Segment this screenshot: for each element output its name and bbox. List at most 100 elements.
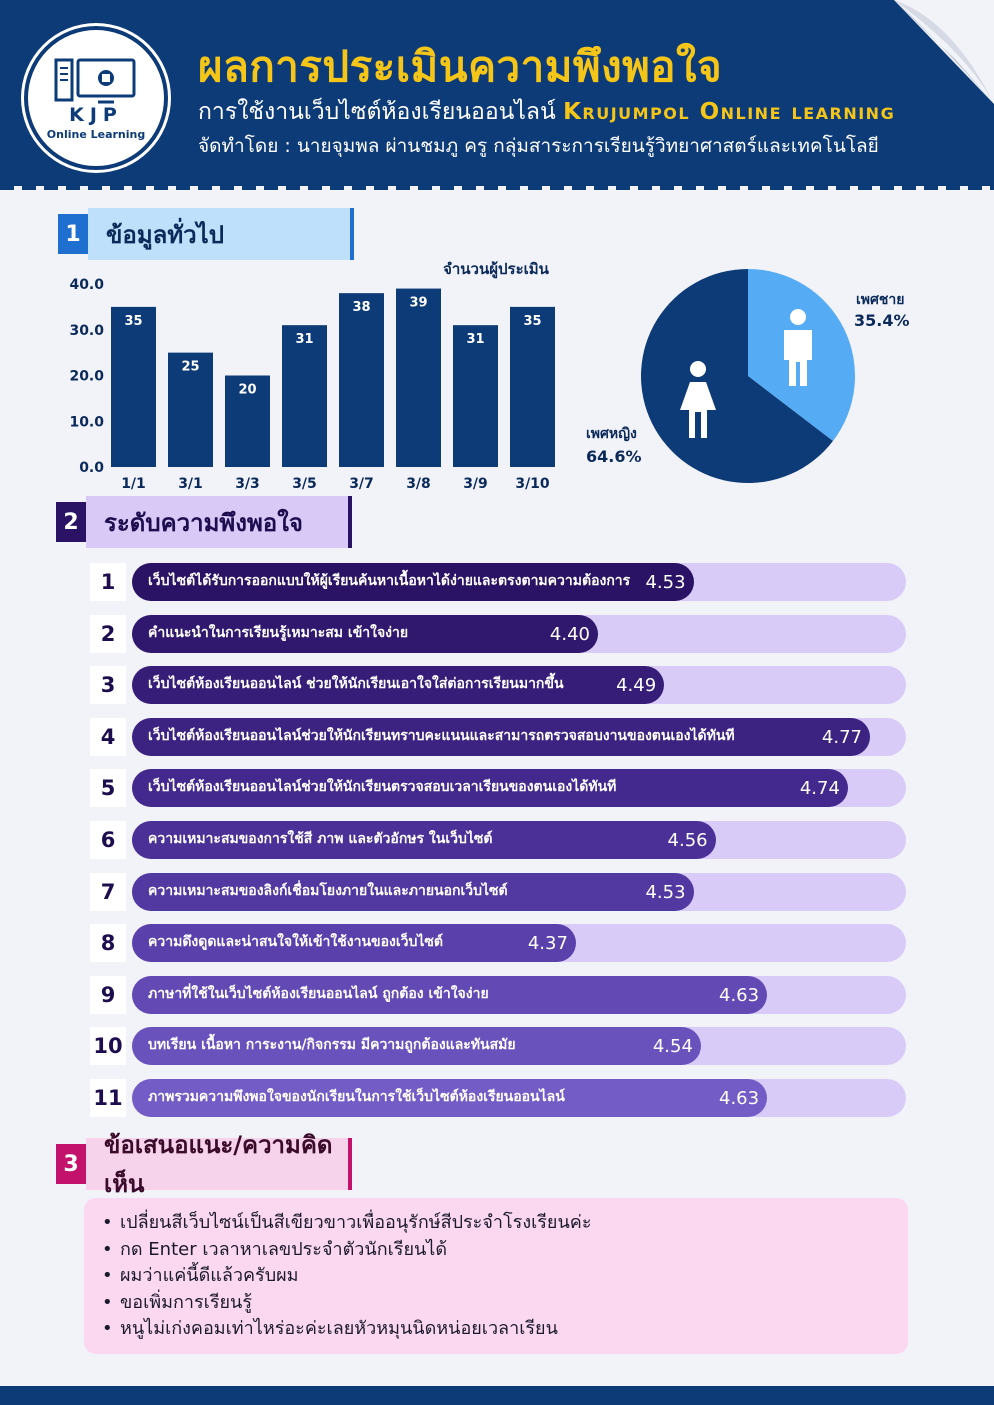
rating-bar bbox=[132, 563, 694, 601]
rating-number: 11 bbox=[90, 1079, 126, 1117]
footer-bar bbox=[0, 1386, 994, 1405]
kjp-logo: KJP Online Learning bbox=[24, 26, 168, 170]
page-title: ผลการประเมินความพึงพอใจ bbox=[198, 42, 723, 91]
x-tick-label: 1/1 bbox=[121, 476, 146, 492]
bar-value-label: 31 bbox=[466, 332, 484, 347]
rating-value: 4.49 bbox=[616, 675, 657, 697]
rating-label: ความเหมาะสมของลิงก์เชื่อมโยงภายในและภายน… bbox=[148, 882, 508, 899]
x-tick-label: 3/8 bbox=[406, 476, 431, 492]
gender-pie-chart: เพศชาย 35.4% เพศหญิง 64.6% bbox=[586, 269, 910, 483]
bar-value-label: 35 bbox=[523, 314, 541, 329]
rating-number: 2 bbox=[90, 614, 126, 653]
rating-label: ภาษาที่ใช้ในเว็บไซต์ห้องเรียนออนไลน์ ถูก… bbox=[148, 985, 489, 1002]
x-tick-label: 3/9 bbox=[463, 476, 488, 492]
y-tick-label: 0.0 bbox=[79, 460, 104, 476]
section-number: 2 bbox=[56, 502, 86, 542]
rating-row: 5 เว็บไซต์ห้องเรียนออนไลน์ช่วยให้นักเรียน… bbox=[90, 769, 906, 808]
author-byline: จัดทำโดย : นายจุมพล ผ่านชมภู ครู กลุ่มสา… bbox=[198, 135, 879, 157]
rating-value: 4.74 bbox=[799, 778, 840, 800]
y-tick-label: 30.0 bbox=[69, 323, 104, 339]
rating-label: เว็บไซต์ห้องเรียนออนไลน์ช่วยให้นักเรียนต… bbox=[148, 779, 617, 796]
header-dashed-divider bbox=[0, 186, 994, 190]
bar-1-1 bbox=[111, 306, 156, 467]
page-curl-decoration bbox=[894, 0, 994, 104]
rating-bar bbox=[132, 1027, 701, 1066]
section-label: ระดับความพึงพอใจ bbox=[86, 496, 352, 548]
rating-row: 9 ภาษาที่ใช้ในเว็บไซต์ห้องเรียนออนไลน์ ถู… bbox=[90, 975, 906, 1014]
section-general-info-header: 1 ข้อมูลทั่วไป bbox=[58, 208, 354, 260]
pie-label-male: เพศชาย bbox=[856, 292, 904, 308]
bar-value-label: 31 bbox=[295, 332, 313, 347]
bar-value-label: 20 bbox=[238, 383, 256, 398]
male-icon bbox=[784, 309, 812, 386]
rating-row: 1 เว็บไซต์ได้รับการออกแบบให้ผู้เรียนค้นหา… bbox=[90, 563, 906, 601]
section-label: ข้อมูลทั่วไป bbox=[88, 208, 354, 260]
rating-number: 6 bbox=[90, 821, 126, 859]
rating-label: เว็บไซต์ห้องเรียนออนไลน์ช่วยให้นักเรียนท… bbox=[148, 727, 735, 744]
computer-icon bbox=[54, 58, 136, 104]
comment-item: ขอเพิ่มการเรียนรู้ bbox=[96, 1290, 888, 1317]
bar-3-9 bbox=[453, 325, 498, 467]
bar-3-8 bbox=[396, 288, 441, 467]
section-label: ข้อเสนอแนะ/ความคิดเห็น bbox=[86, 1131, 352, 1198]
rating-label: ภาพรวมความพึงพอใจของนักเรียนในการใช้เว็บ… bbox=[148, 1089, 565, 1105]
assessor-count-bar-chart: จำนวนผู้ประเมิน 0.0 10.0 20.0 30.0 40.0 35 1/1 2… bbox=[69, 260, 555, 492]
rating-bar bbox=[132, 924, 576, 963]
section-comments-header: 3 ข้อเสนอแนะ/ความคิดเห็น bbox=[56, 1131, 352, 1198]
x-tick-label: 3/1 bbox=[178, 476, 203, 492]
subtitle-thai: การใช้งานเว็บไซต์ห้องเรียนออนไลน์ bbox=[198, 99, 556, 125]
pie-pct-male: 35.4% bbox=[854, 311, 910, 330]
comment-item: ผมว่าแค่นี้ดีแล้วครับผม bbox=[96, 1263, 888, 1290]
rating-row: 11 ภาพรวมความพึงพอใจของนักเรียนในการใช้เว… bbox=[90, 1079, 906, 1117]
rating-number: 3 bbox=[90, 666, 126, 705]
y-tick-label: 40.0 bbox=[69, 277, 104, 293]
logo-subtext: Online Learning bbox=[46, 128, 146, 141]
rating-row: 7 ความเหมาะสมของลิงก์เชื่อมโยงภายในและภาย… bbox=[90, 872, 906, 911]
rating-label: ความดึงดูดและน่าสนใจให้เข้าใช้งานของเว็บ… bbox=[148, 934, 444, 951]
rating-number: 4 bbox=[90, 717, 126, 756]
rating-number: 9 bbox=[90, 975, 126, 1014]
section-number: 1 bbox=[58, 214, 88, 254]
rating-row: 3 เว็บไซต์ห้องเรียนออนไลน์ ช่วยให้นักเรีย… bbox=[90, 666, 906, 705]
rating-bar bbox=[132, 872, 694, 911]
rating-label: เว็บไซต์ได้รับการออกแบบให้ผู้เรียนค้นหาเ… bbox=[148, 573, 631, 589]
rating-value: 4.63 bbox=[719, 1088, 760, 1109]
rating-label: เว็บไซต์ห้องเรียนออนไลน์ ช่วยให้นักเรียน… bbox=[148, 676, 564, 693]
bar-value-label: 39 bbox=[409, 296, 427, 311]
bar-3-7 bbox=[339, 293, 384, 467]
rating-value: 4.37 bbox=[527, 933, 568, 955]
bar-3-1 bbox=[168, 352, 213, 467]
rating-bar bbox=[132, 1079, 768, 1117]
rating-value: 4.77 bbox=[821, 726, 862, 748]
rating-value: 4.53 bbox=[645, 881, 686, 903]
rating-number: 10 bbox=[90, 1027, 126, 1066]
chart-title: จำนวนผู้ประเมิน bbox=[443, 260, 550, 279]
comment-item: เปลี่ยนสีเว็บไซน์เป็นสีเขียวขาวเพื่ออนุร… bbox=[96, 1210, 888, 1237]
female-icon bbox=[680, 361, 716, 438]
y-tick-label: 20.0 bbox=[69, 369, 104, 385]
pie-slice-female bbox=[641, 269, 833, 483]
rating-value: 4.63 bbox=[719, 984, 760, 1006]
x-tick-label: 3/10 bbox=[515, 476, 550, 492]
rating-row: 4 เว็บไซต์ห้องเรียนออนไลน์ช่วยให้นักเรียน… bbox=[90, 717, 906, 756]
logo-text: KJP bbox=[69, 104, 123, 126]
y-tick-label: 10.0 bbox=[69, 414, 104, 430]
bar-3-5 bbox=[282, 325, 327, 467]
comments-box: เปลี่ยนสีเว็บไซน์เป็นสีเขียวขาวเพื่ออนุร… bbox=[84, 1198, 908, 1354]
rating-bar bbox=[132, 666, 665, 705]
bar-value-label: 35 bbox=[124, 314, 142, 329]
x-tick-label: 3/3 bbox=[235, 476, 260, 492]
rating-value: 4.53 bbox=[645, 572, 686, 593]
rating-label: ความเหมาะสมของการใช้สี ภาพ และตัวอักษร ใ… bbox=[148, 831, 493, 847]
rating-bar bbox=[132, 614, 598, 653]
rating-bar bbox=[132, 769, 848, 808]
subtitle-english: Krujumpol Online learning bbox=[563, 99, 896, 125]
rating-value: 4.56 bbox=[667, 830, 708, 851]
section-satisfaction-header: 2 ระดับความพึงพอใจ bbox=[56, 496, 352, 548]
rating-number: 8 bbox=[90, 924, 126, 963]
rating-label: คำแนะนำในการเรียนรู้เหมาะสม เข้าใจง่าย bbox=[148, 624, 409, 641]
rating-bar bbox=[132, 821, 716, 859]
rating-row: 2 คำแนะนำในการเรียนรู้เหมาะสม เข้าใจง่าย 4… bbox=[90, 614, 906, 653]
x-tick-label: 3/7 bbox=[349, 476, 374, 492]
comment-item: หนูไม่เก่งคอมเท่าไหร่อะค่ะเลยหัวหมุนนิดห… bbox=[96, 1316, 888, 1343]
